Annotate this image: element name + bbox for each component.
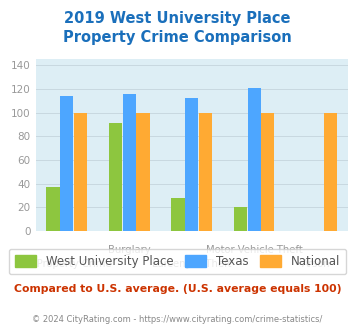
Bar xyxy=(109,123,122,231)
Text: © 2024 CityRating.com - https://www.cityrating.com/crime-statistics/: © 2024 CityRating.com - https://www.city… xyxy=(32,315,323,324)
Text: Arson: Arson xyxy=(302,259,331,269)
Bar xyxy=(185,98,198,231)
Bar xyxy=(248,88,261,231)
Text: All Property Crime: All Property Crime xyxy=(22,259,112,269)
Text: Motor Vehicle Theft: Motor Vehicle Theft xyxy=(206,245,302,255)
Bar xyxy=(74,113,87,231)
Legend: West University Place, Texas, National: West University Place, Texas, National xyxy=(9,249,346,274)
Bar xyxy=(47,187,60,231)
Bar xyxy=(199,113,212,231)
Text: Compared to U.S. average. (U.S. average equals 100): Compared to U.S. average. (U.S. average … xyxy=(14,284,341,294)
Bar xyxy=(324,113,337,231)
Bar xyxy=(171,198,185,231)
Bar xyxy=(234,207,247,231)
Text: 2019 West University Place
Property Crime Comparison: 2019 West University Place Property Crim… xyxy=(63,11,292,45)
Bar xyxy=(60,96,73,231)
Text: Burglary: Burglary xyxy=(108,245,151,255)
Text: Larceny & Theft: Larceny & Theft xyxy=(152,259,231,269)
Bar xyxy=(136,113,149,231)
Bar xyxy=(261,113,274,231)
Bar xyxy=(123,94,136,231)
